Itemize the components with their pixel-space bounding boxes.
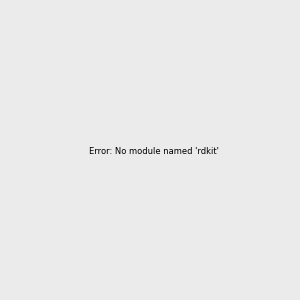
Text: Error: No module named 'rdkit': Error: No module named 'rdkit' <box>89 147 219 156</box>
